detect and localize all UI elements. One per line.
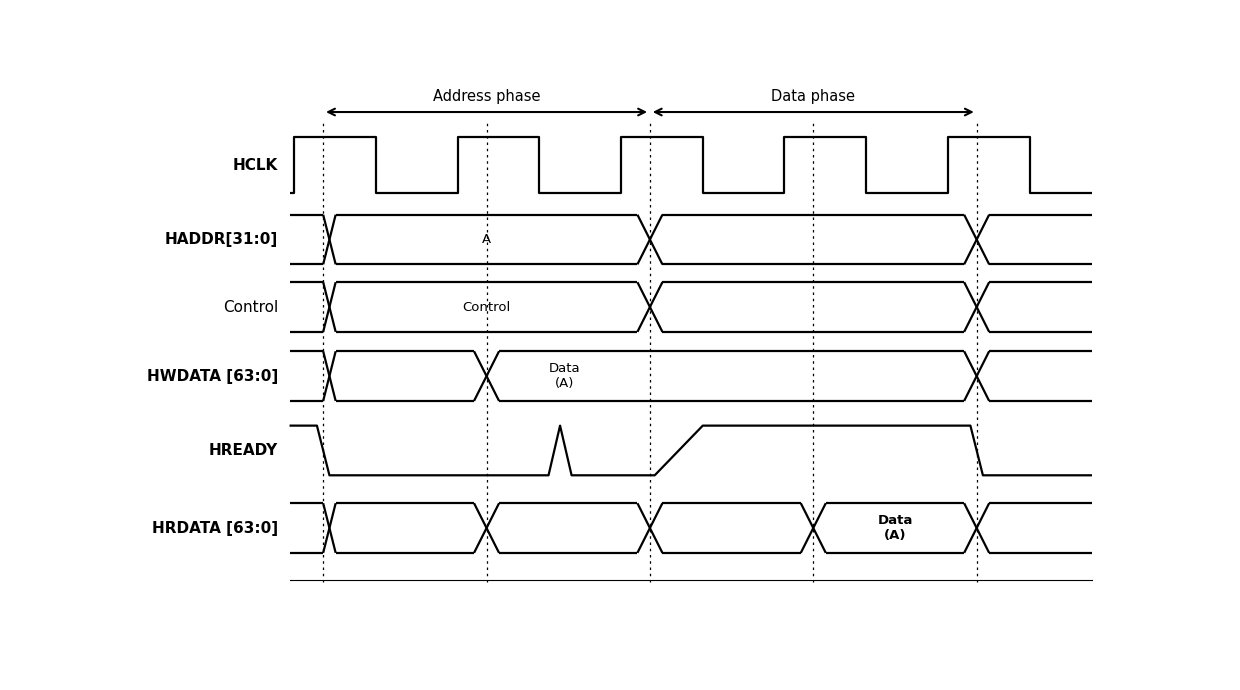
Text: HRDATA [63:0]: HRDATA [63:0] — [151, 520, 278, 535]
Text: Control: Control — [223, 299, 278, 315]
Text: HWDATA [63:0]: HWDATA [63:0] — [146, 368, 278, 384]
Text: A: A — [482, 233, 491, 246]
Text: HREADY: HREADY — [208, 443, 278, 458]
Text: Control: Control — [463, 301, 511, 313]
Text: Data
(A): Data (A) — [549, 362, 580, 390]
Text: Data
(A): Data (A) — [877, 514, 913, 542]
Text: HADDR[31:0]: HADDR[31:0] — [165, 232, 278, 247]
Text: Address phase: Address phase — [433, 89, 541, 104]
Text: Data phase: Data phase — [771, 89, 856, 104]
Text: HCLK: HCLK — [233, 157, 278, 172]
